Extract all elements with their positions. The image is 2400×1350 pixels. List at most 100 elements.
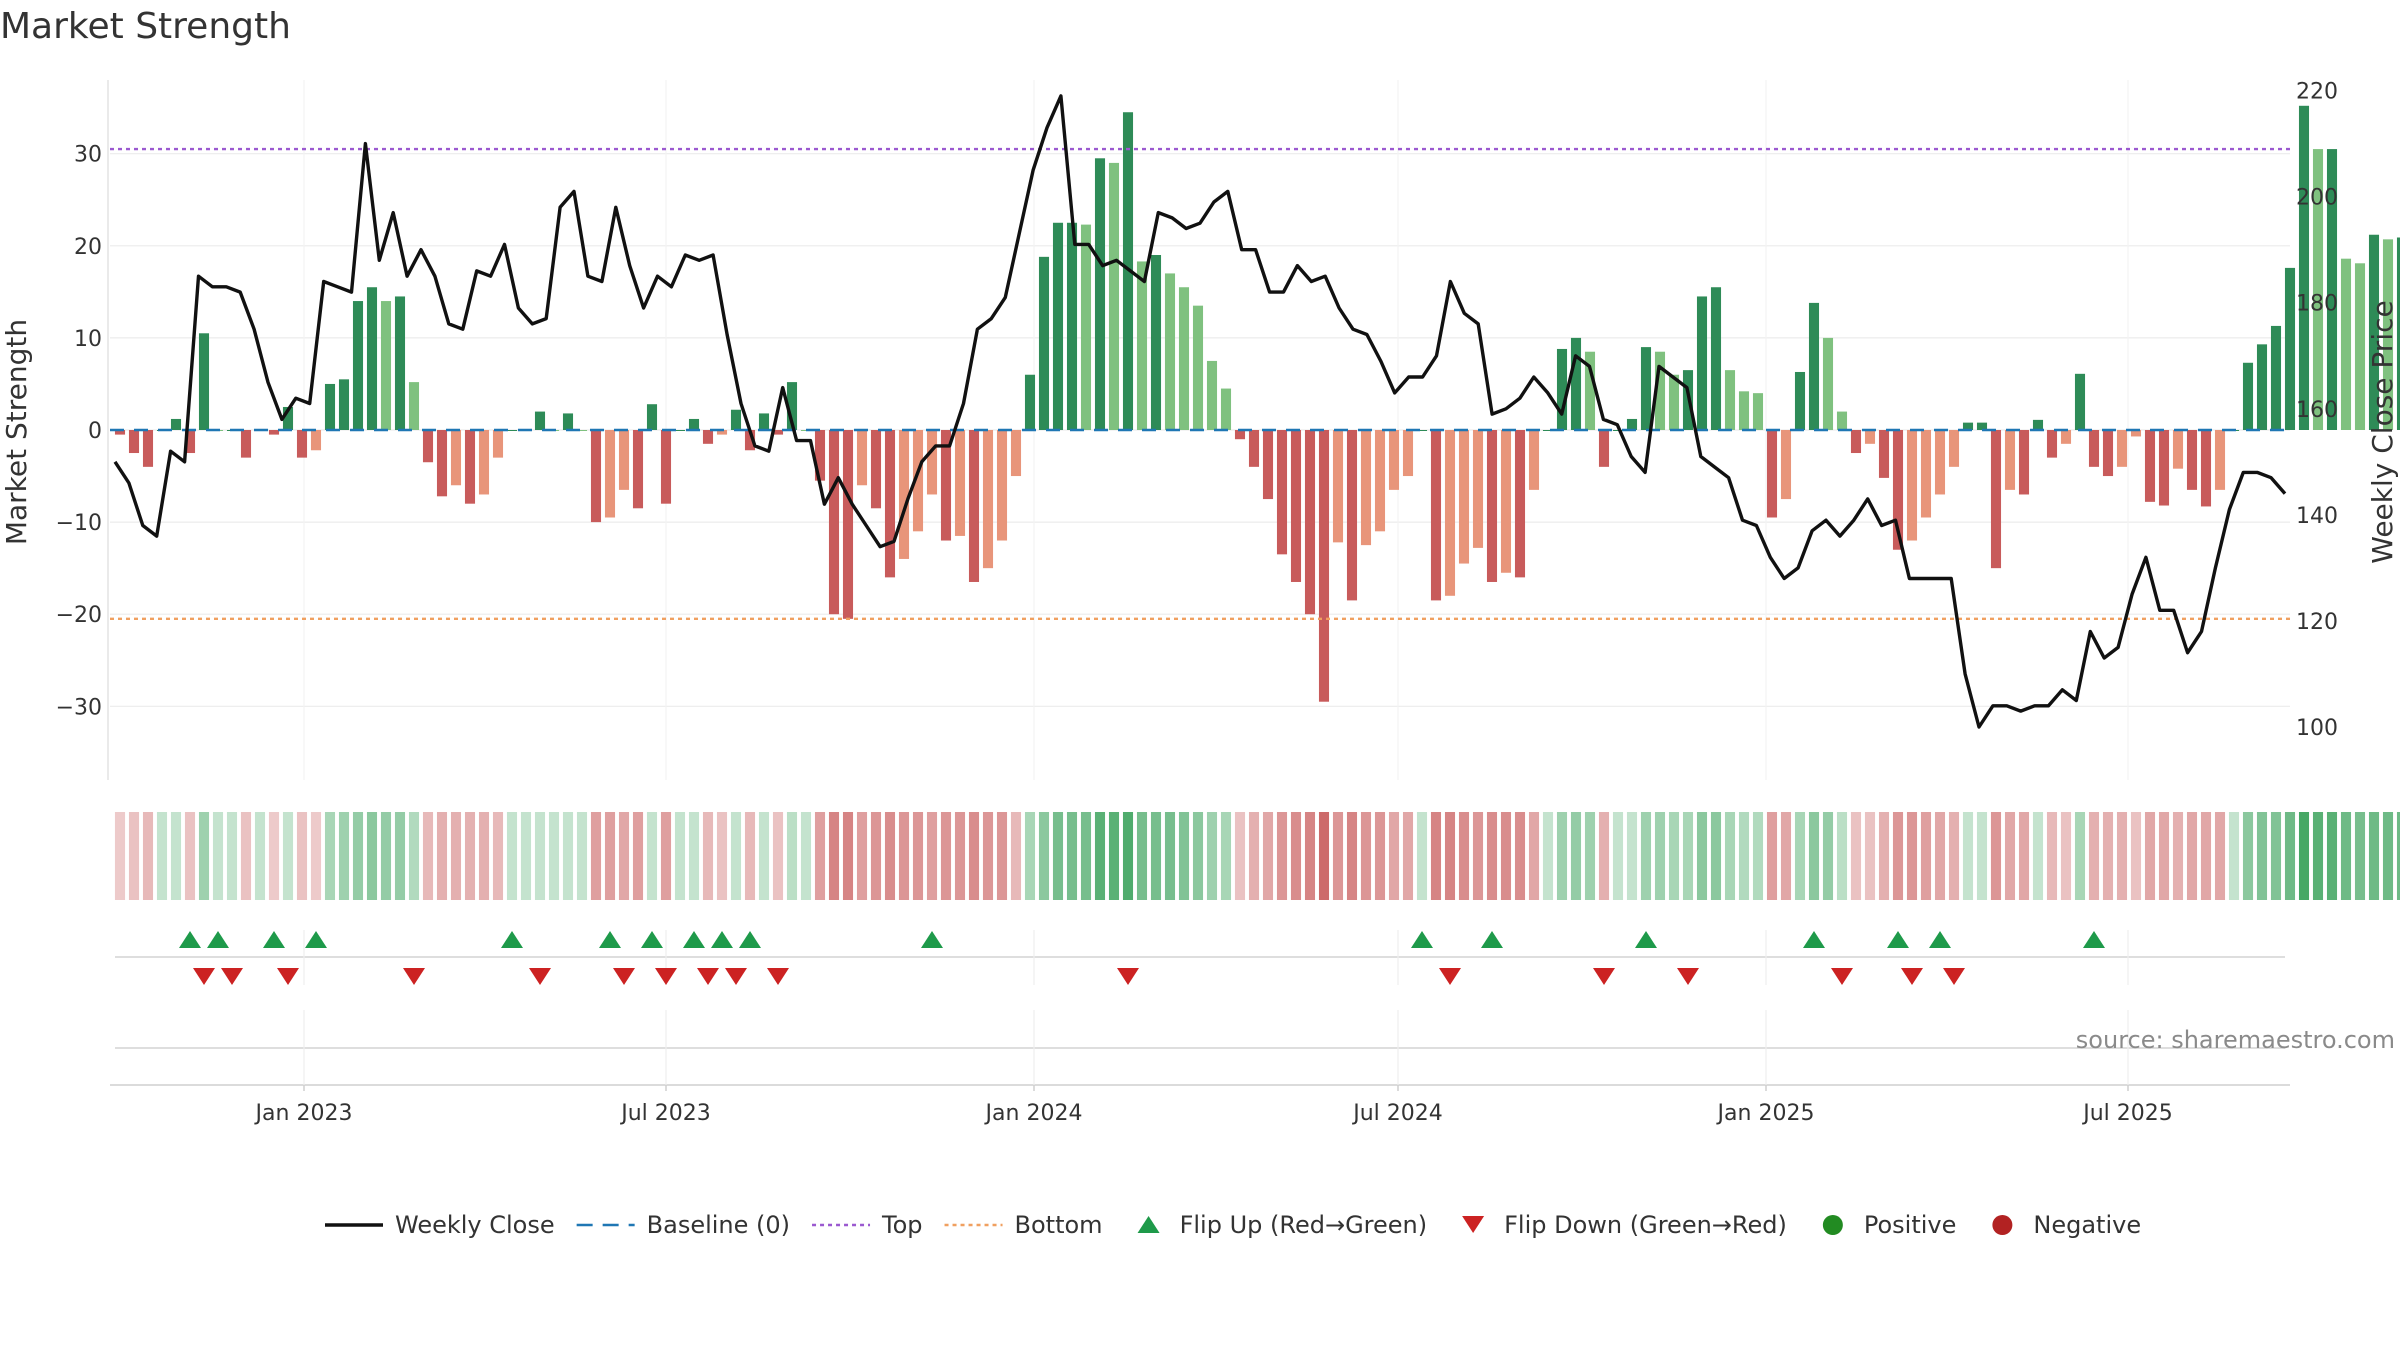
strength-bar: [1850, 430, 1862, 454]
heat-cell: [2340, 812, 2352, 900]
strength-bar: [2116, 430, 2128, 467]
strength-bar: [1234, 430, 1246, 440]
flip-down-marker: [277, 968, 299, 985]
heat-cell: [1528, 812, 1540, 900]
heat-cell: [1640, 812, 1652, 900]
heat-cell: [226, 812, 238, 900]
heat-cell: [1696, 812, 1708, 900]
strength-bar: [394, 296, 406, 430]
heat-cell: [1234, 812, 1246, 900]
heat-cell: [870, 812, 882, 900]
heat-cell: [2382, 812, 2394, 900]
heat-cell: [2116, 812, 2128, 900]
y-tick-label: 10: [74, 327, 102, 352]
heat-cell: [1416, 812, 1428, 900]
legend-label: Baseline (0): [647, 1211, 790, 1239]
flip-up-marker: [683, 931, 705, 948]
heat-cell: [2130, 812, 2142, 900]
strength-bars: [114, 105, 2400, 702]
strength-bar: [968, 430, 980, 582]
heat-cell: [422, 812, 434, 900]
x-tick-label: Jan 2024: [984, 1101, 1083, 1126]
heat-cell: [1584, 812, 1596, 900]
strength-bar: [366, 287, 378, 430]
heat-cell: [2284, 812, 2296, 900]
strength-bar: [842, 430, 854, 619]
heat-cell: [1108, 812, 1120, 900]
flip-up-marker: [501, 931, 523, 948]
heat-cell: [2312, 812, 2324, 900]
strength-bar: [1514, 430, 1526, 578]
flip-down-marker: [1943, 968, 1965, 985]
strength-bar: [870, 430, 882, 509]
heat-cell: [1626, 812, 1638, 900]
strength-bar: [1542, 430, 1554, 431]
flip-up-marker: [711, 931, 733, 948]
strength-bar: [2130, 430, 2142, 437]
flip-up-marker: [1481, 931, 1503, 948]
strength-bar: [1458, 430, 1470, 564]
heat-cell: [1570, 812, 1582, 900]
strength-bar: [1304, 430, 1316, 615]
strength-bar: [1780, 430, 1792, 500]
heat-cell: [1598, 812, 1610, 900]
heat-cell: [1024, 812, 1036, 900]
strength-bar: [996, 430, 1008, 541]
strength-bar: [2354, 263, 2366, 430]
strength-bar: [2046, 430, 2058, 458]
heat-cell: [1038, 812, 1050, 900]
reference-lines: [110, 147, 2290, 621]
strength-bar: [2396, 237, 2400, 430]
heat-cell: [842, 812, 854, 900]
strength-bar: [1220, 388, 1232, 430]
heat-cell: [1066, 812, 1078, 900]
heat-cell: [1906, 812, 1918, 900]
y2-tick-label: 160: [2296, 398, 2338, 423]
heat-cell: [408, 812, 420, 900]
heat-cell: [2046, 812, 2058, 900]
heat-cell: [744, 812, 756, 900]
heat-cell: [2018, 812, 2030, 900]
strength-bar: [1948, 430, 1960, 467]
heat-cell: [1710, 812, 1722, 900]
strength-bar: [730, 409, 742, 430]
strength-bar: [2214, 430, 2226, 490]
flip-down-marker: [403, 968, 425, 985]
heat-cell: [142, 812, 154, 900]
legend-item-close: Weekly Close: [325, 1211, 555, 1239]
strength-bar: [492, 430, 504, 458]
strength-bar: [1444, 430, 1456, 596]
strength-bar: [2270, 325, 2282, 430]
strength-bar: [1472, 430, 1484, 548]
flip-down-marker: [655, 968, 677, 985]
strength-bar: [534, 411, 546, 430]
strength-bar: [954, 430, 966, 536]
heat-cell: [338, 812, 350, 900]
heat-strip: [114, 812, 2400, 900]
strength-bar: [1206, 360, 1218, 430]
legend-swatch-flip-up: [1137, 1216, 1160, 1233]
strength-bar: [1178, 287, 1190, 430]
strength-bar: [2032, 419, 2044, 430]
strength-bar: [982, 430, 994, 569]
y-tick-label: −10: [56, 511, 102, 536]
strength-bar: [1248, 430, 1260, 467]
heat-cell: [1262, 812, 1274, 900]
strength-bar: [128, 430, 140, 454]
legend-swatch-negative: [1992, 1215, 2013, 1235]
strength-bar: [2382, 239, 2394, 430]
heat-cell: [982, 812, 994, 900]
strength-bar: [1080, 224, 1092, 430]
heat-cell: [352, 812, 364, 900]
heat-cell: [2032, 812, 2044, 900]
heat-cell: [1346, 812, 1358, 900]
heat-cell: [1444, 812, 1456, 900]
strength-bar: [1598, 430, 1610, 467]
heat-cell: [268, 812, 280, 900]
heat-cell: [1010, 812, 1022, 900]
strength-bar: [1626, 418, 1638, 430]
heat-cell: [324, 812, 336, 900]
heat-cell: [1990, 812, 2002, 900]
x-tick-label: Jul 2023: [619, 1101, 711, 1126]
